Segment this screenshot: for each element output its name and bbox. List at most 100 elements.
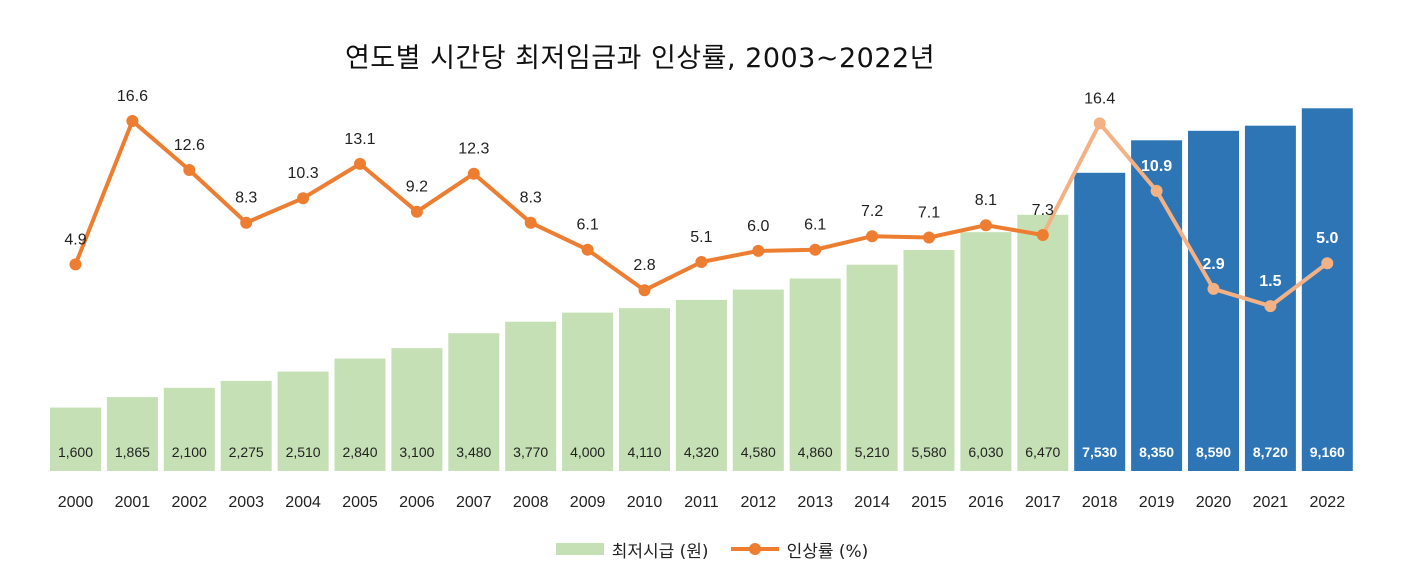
bar-value-label: 8,590 <box>1196 444 1231 460</box>
rate-point-2021 <box>1264 300 1277 313</box>
rate-point-2009 <box>581 243 594 256</box>
rate-point-2004 <box>297 192 310 205</box>
x-tick-label: 2016 <box>968 494 1004 511</box>
rate-value-label: 8.1 <box>975 192 997 209</box>
rate-line-segment <box>983 223 1045 237</box>
rate-value-label: 16.4 <box>1084 90 1115 107</box>
bar-2003 <box>220 380 272 471</box>
bar-value-label: 1,600 <box>58 444 93 460</box>
rate-line-segment <box>301 161 362 201</box>
rate-point-2014 <box>866 230 879 243</box>
rate-value-label: 5.1 <box>690 229 712 246</box>
rate-line-segment <box>73 119 135 267</box>
x-tick-label: 2010 <box>627 494 663 511</box>
legend-bar-swatch <box>555 543 604 555</box>
bar-value-label: 2,100 <box>172 444 207 460</box>
x-tick-label: 2020 <box>1196 494 1232 511</box>
x-tick-label: 2000 <box>58 494 94 511</box>
x-tick-label: 2003 <box>228 494 264 511</box>
rate-value-label: 10.3 <box>288 165 319 182</box>
bar-value-label: 2,510 <box>286 444 321 460</box>
rate-point-2019 <box>1150 184 1163 197</box>
rate-value-label: 7.1 <box>918 205 940 222</box>
x-tick-label: 2021 <box>1253 494 1289 511</box>
bar-value-label: 6,030 <box>968 444 1003 460</box>
bar-value-label: 4,320 <box>684 444 719 460</box>
rate-value-label: 6.1 <box>804 217 826 234</box>
x-tick-label: 2014 <box>854 494 890 511</box>
bar-2008 <box>505 321 557 471</box>
x-tick-label: 2015 <box>911 494 947 511</box>
bar-value-label: 3,480 <box>456 444 491 460</box>
bar-2005 <box>334 358 386 471</box>
rate-point-2011 <box>695 256 708 268</box>
bar-value-label: 4,860 <box>798 444 833 460</box>
x-tick-label: 2011 <box>684 494 719 511</box>
rate-line-segment <box>1211 286 1273 309</box>
rate-line-segment <box>1154 188 1216 291</box>
rate-point-2018 <box>1093 117 1106 130</box>
bar-value-label: 7,530 <box>1082 444 1117 460</box>
bar-2002 <box>163 387 215 471</box>
rate-line-segment <box>528 220 590 252</box>
rate-value-label: 8.3 <box>235 190 257 207</box>
rate-point-2002 <box>183 164 196 176</box>
rate-line-segment <box>642 260 704 293</box>
rate-point-2012 <box>752 244 765 257</box>
rate-line-segment <box>699 248 761 264</box>
rate-line-segment <box>471 171 533 225</box>
bar-2015 <box>903 250 955 471</box>
bar-2021 <box>1244 125 1296 471</box>
bar-value-label: 8,350 <box>1139 444 1174 460</box>
rate-point-2007 <box>467 167 480 180</box>
bar-2014 <box>846 264 898 471</box>
bar-value-label: 5,210 <box>855 444 890 460</box>
bar-value-label: 4,000 <box>570 444 605 460</box>
x-tick-label: 2017 <box>1025 494 1061 511</box>
bar-value-label: 2,840 <box>342 444 377 460</box>
bar-value-label: 9,160 <box>1310 444 1345 460</box>
rate-value-label: 6.0 <box>747 218 769 235</box>
rate-line-segment <box>927 223 988 240</box>
bar-2013 <box>789 278 841 471</box>
bar-2004 <box>277 371 329 471</box>
rate-point-2013 <box>809 243 822 256</box>
x-tick-label: 2022 <box>1310 494 1346 511</box>
x-tick-label: 2008 <box>513 494 549 511</box>
x-tick-label: 2018 <box>1082 494 1118 511</box>
bar-value-label: 2,275 <box>229 444 264 460</box>
bar-2009 <box>562 312 614 471</box>
x-tick-label: 2006 <box>399 494 435 511</box>
x-tick-label: 2009 <box>570 494 606 511</box>
rate-line-segment <box>1040 121 1102 237</box>
legend-bar-label: 최저시급 (원) <box>611 541 709 562</box>
x-tick-label: 2002 <box>172 494 208 511</box>
chart-title: 연도별 시간당 최저임금과 인상률, 2003~2022년 <box>344 43 936 74</box>
rate-value-label: 7.3 <box>1032 202 1054 219</box>
rate-value-label: 16.6 <box>117 88 148 105</box>
rate-point-2008 <box>524 216 537 229</box>
x-tick-label: 2012 <box>741 494 777 511</box>
bar-value-label: 8,720 <box>1253 444 1288 460</box>
bar-2022 <box>1301 108 1353 472</box>
rate-line-segment <box>813 234 875 252</box>
rate-value-label: 6.1 <box>576 217 598 234</box>
rate-value-label: 2.9 <box>1202 256 1224 273</box>
rate-point-2000 <box>69 258 82 271</box>
rate-line-segment <box>187 168 249 225</box>
x-tick-label: 2019 <box>1139 494 1175 511</box>
rate-line-segment <box>585 247 647 293</box>
rate-value-label: 13.1 <box>344 131 375 148</box>
bar-value-label: 6,470 <box>1025 444 1060 460</box>
rate-value-label: 2.8 <box>633 257 655 274</box>
rate-point-2010 <box>638 284 651 297</box>
bar-2000 <box>50 407 101 471</box>
rate-line-segment <box>358 161 419 214</box>
rate-point-2017 <box>1036 229 1049 241</box>
rate-value-label: 12.3 <box>458 141 489 158</box>
x-tick-label: 2013 <box>797 494 833 511</box>
rate-point-2005 <box>354 157 366 170</box>
rate-value-label: 7.2 <box>861 203 883 220</box>
x-tick-label: 2007 <box>456 494 492 511</box>
bar-value-label: 4,580 <box>741 444 776 460</box>
